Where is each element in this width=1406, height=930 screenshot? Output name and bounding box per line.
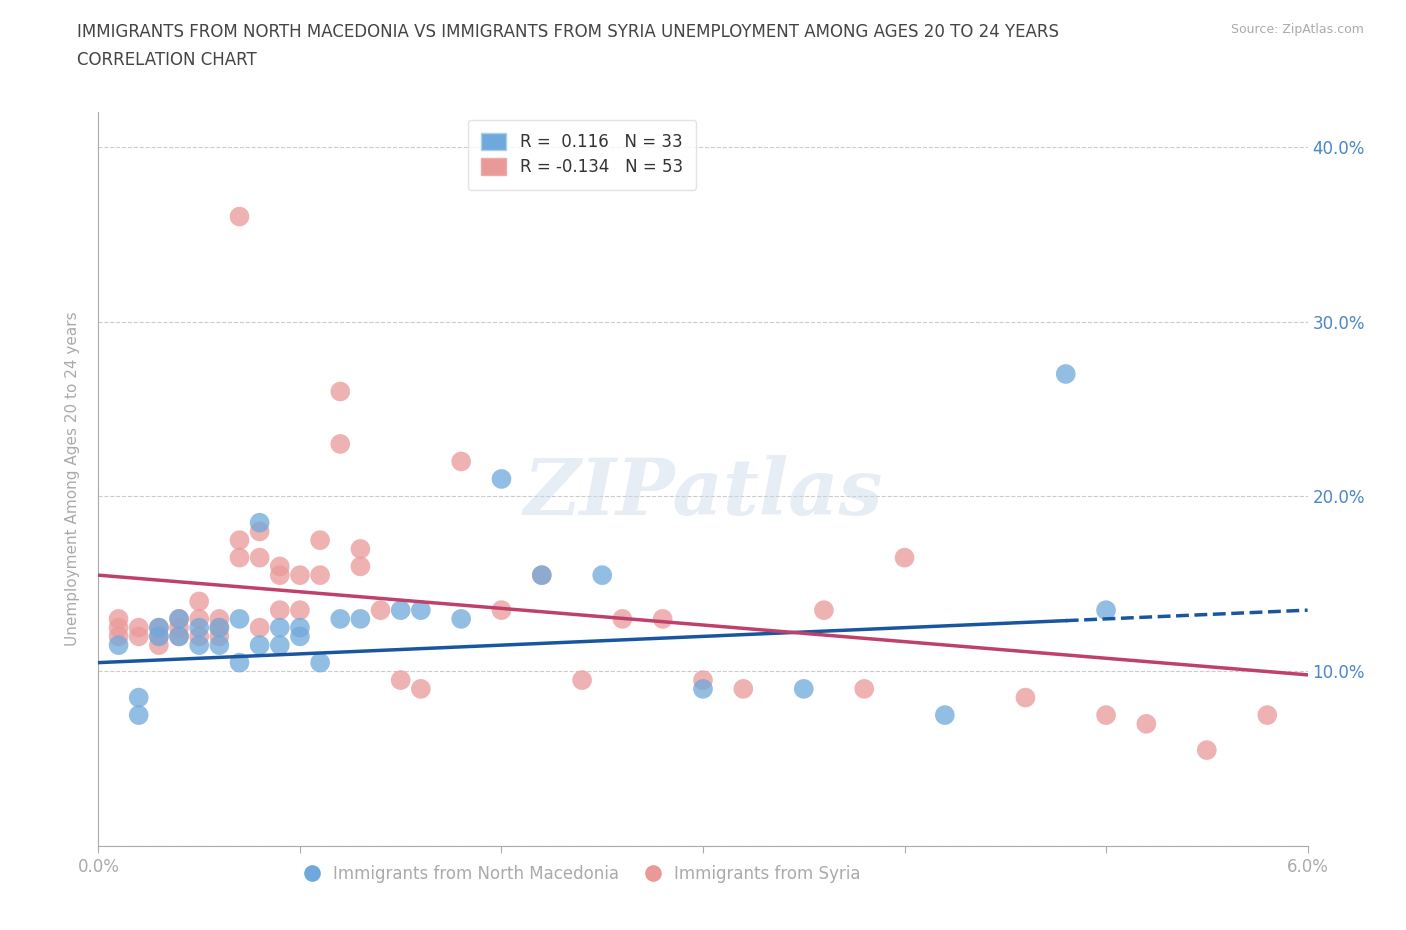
Point xyxy=(269,559,291,574)
Point xyxy=(269,567,291,582)
Point xyxy=(208,638,231,653)
Point xyxy=(853,682,876,697)
Point xyxy=(591,567,613,582)
Point xyxy=(934,708,956,723)
Point xyxy=(288,567,311,582)
Point xyxy=(208,611,231,626)
Point xyxy=(612,611,634,626)
Point xyxy=(349,559,371,574)
Point xyxy=(813,603,835,618)
Point xyxy=(1195,743,1218,758)
Point xyxy=(128,629,150,644)
Point xyxy=(188,594,211,609)
Point xyxy=(409,682,432,697)
Point xyxy=(893,551,915,565)
Point xyxy=(208,629,231,644)
Point xyxy=(128,620,150,635)
Point xyxy=(167,611,190,626)
Point xyxy=(107,620,129,635)
Point xyxy=(107,638,129,653)
Point xyxy=(571,672,593,687)
Point xyxy=(269,603,291,618)
Point xyxy=(167,629,190,644)
Point xyxy=(692,672,714,687)
Point xyxy=(228,611,250,626)
Point xyxy=(208,620,231,635)
Point xyxy=(1095,708,1118,723)
Point xyxy=(1095,603,1118,618)
Text: IMMIGRANTS FROM NORTH MACEDONIA VS IMMIGRANTS FROM SYRIA UNEMPLOYMENT AMONG AGES: IMMIGRANTS FROM NORTH MACEDONIA VS IMMIG… xyxy=(77,23,1059,41)
Point xyxy=(249,515,271,530)
Point xyxy=(188,638,211,653)
Point xyxy=(269,620,291,635)
Point xyxy=(107,611,129,626)
Point xyxy=(370,603,392,618)
Point xyxy=(188,620,211,635)
Point xyxy=(148,629,170,644)
Point xyxy=(107,629,129,644)
Point xyxy=(530,567,553,582)
Point xyxy=(692,682,714,697)
Point xyxy=(288,629,311,644)
Point xyxy=(793,682,815,697)
Point xyxy=(389,672,412,687)
Y-axis label: Unemployment Among Ages 20 to 24 years: Unemployment Among Ages 20 to 24 years xyxy=(65,312,80,646)
Point xyxy=(148,629,170,644)
Point xyxy=(228,551,250,565)
Point xyxy=(450,611,472,626)
Point xyxy=(128,690,150,705)
Legend: Immigrants from North Macedonia, Immigrants from Syria: Immigrants from North Macedonia, Immigra… xyxy=(297,858,868,889)
Text: CORRELATION CHART: CORRELATION CHART xyxy=(77,51,257,69)
Point xyxy=(249,524,271,538)
Point xyxy=(228,656,250,671)
Point xyxy=(1014,690,1036,705)
Point xyxy=(450,454,472,469)
Point xyxy=(491,603,513,618)
Point xyxy=(188,629,211,644)
Text: Source: ZipAtlas.com: Source: ZipAtlas.com xyxy=(1230,23,1364,36)
Point xyxy=(249,620,271,635)
Point xyxy=(228,209,250,224)
Point xyxy=(188,611,211,626)
Point xyxy=(228,533,250,548)
Point xyxy=(269,638,291,653)
Point xyxy=(208,620,231,635)
Point xyxy=(128,708,150,723)
Point xyxy=(349,611,371,626)
Point xyxy=(1054,366,1077,381)
Point xyxy=(349,541,371,556)
Point xyxy=(309,533,332,548)
Point xyxy=(167,629,190,644)
Point xyxy=(148,638,170,653)
Point xyxy=(530,567,553,582)
Point xyxy=(309,656,332,671)
Point xyxy=(733,682,755,697)
Point xyxy=(389,603,412,618)
Text: ZIPatlas: ZIPatlas xyxy=(523,456,883,532)
Point xyxy=(329,611,352,626)
Point xyxy=(651,611,673,626)
Point xyxy=(288,620,311,635)
Point xyxy=(148,620,170,635)
Point xyxy=(309,567,332,582)
Point xyxy=(167,611,190,626)
Point xyxy=(249,638,271,653)
Point xyxy=(1256,708,1278,723)
Point xyxy=(249,551,271,565)
Point xyxy=(1135,716,1157,731)
Point xyxy=(329,384,352,399)
Point xyxy=(167,620,190,635)
Point xyxy=(409,603,432,618)
Point xyxy=(148,620,170,635)
Point xyxy=(288,603,311,618)
Point xyxy=(491,472,513,486)
Point xyxy=(329,436,352,451)
